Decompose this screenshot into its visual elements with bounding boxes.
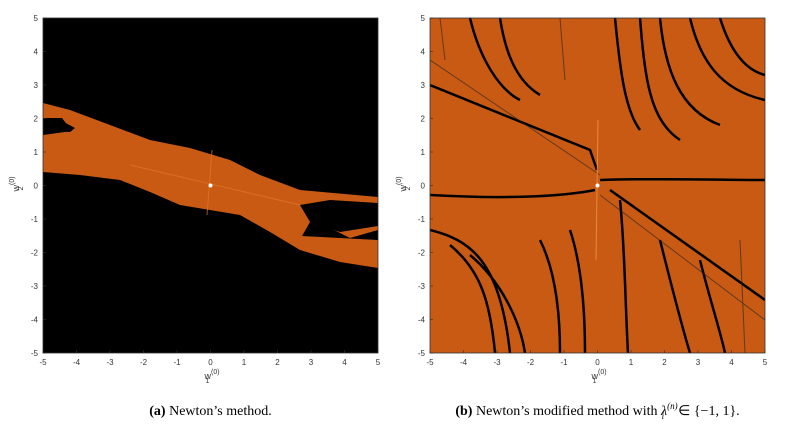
y-tick-label: -3 — [418, 282, 426, 291]
y-tick-label: -5 — [31, 349, 39, 358]
x-tick-label: 3 — [696, 358, 701, 367]
x-tick-label: 0 — [595, 358, 600, 367]
label-sub: 1 — [206, 378, 210, 385]
y-tick-label: 0 — [34, 182, 39, 191]
y-tick-label: 5 — [421, 14, 426, 23]
caption-symbol: λ — [660, 404, 667, 419]
x-tick-label: 1 — [242, 358, 247, 367]
label-sub: 2 — [18, 186, 25, 190]
x-axis-label: w(0) 1 — [591, 369, 607, 385]
x-tick-label: -2 — [527, 358, 535, 367]
y-tick-label: 4 — [421, 48, 426, 57]
label-sub: 1 — [593, 378, 597, 385]
y-tick-label: 3 — [421, 81, 426, 90]
x-tick-label: -3 — [106, 358, 114, 367]
y-axis-label: w(0)2 — [396, 176, 412, 192]
x-tick-label: -1 — [173, 358, 181, 367]
fractal-b — [430, 18, 765, 353]
caption-label: (a) — [149, 404, 166, 419]
x-tick-label: 2 — [275, 358, 280, 367]
x-tick-label: -2 — [140, 358, 148, 367]
x-tick-label: -3 — [493, 358, 501, 367]
x-tick-label: 5 — [763, 358, 768, 367]
caption: (b) Newton’s modified method with λ(n) i ∈… — [455, 401, 739, 421]
y-tick-label: 2 — [34, 115, 39, 124]
y-tick-label: -4 — [31, 316, 39, 325]
label-base: w — [11, 185, 21, 193]
x-tick-label: -5 — [39, 358, 47, 367]
y-tick-label: -5 — [418, 349, 426, 358]
x-tick-label: -1 — [560, 358, 568, 367]
y-tick-label: 4 — [34, 48, 39, 57]
label-sup: (0) — [598, 369, 607, 376]
y-tick-label: 0 — [421, 182, 426, 191]
label-base: w — [398, 185, 408, 193]
y-tick-label: -2 — [418, 249, 426, 258]
x-tick-label: 2 — [662, 358, 667, 367]
label-sup: (0) — [9, 176, 16, 185]
label-sup: (0) — [396, 176, 403, 185]
label-sup: (0) — [211, 369, 220, 376]
y-tick-label: -3 — [31, 282, 39, 291]
caption-tail: ∈ {−1, 1}. — [678, 404, 740, 419]
caption-sup: (n) — [667, 401, 678, 411]
y-tick-label: 1 — [421, 148, 426, 157]
x-tick-label: 4 — [342, 358, 347, 367]
caption-label: (b) — [455, 404, 472, 419]
caption-text: Newton’s method. — [169, 404, 272, 419]
y-tick-label: -1 — [31, 215, 39, 224]
label-base: w — [204, 371, 212, 381]
x-tick-label: 1 — [629, 358, 634, 367]
label-sub: 2 — [405, 186, 412, 190]
caption: (a) Newton’s method. — [149, 404, 271, 419]
y-tick-label: 3 — [34, 81, 39, 90]
x-tick-label: 3 — [309, 358, 314, 367]
y-tick-label: -4 — [418, 316, 426, 325]
y-tick-label: 2 — [421, 115, 426, 124]
y-axis-label: w(0)2 — [9, 176, 25, 192]
fractal-a — [43, 18, 378, 353]
x-axis-label: w(0) 1 — [204, 369, 220, 385]
y-tick-label: -2 — [31, 249, 39, 258]
x-tick-label: -4 — [73, 358, 81, 367]
y-tick-label: -1 — [418, 215, 426, 224]
x-tick-label: 5 — [376, 358, 381, 367]
caption-text: Newton’s modified method with — [476, 404, 658, 419]
y-tick-label: 5 — [34, 14, 39, 23]
x-tick-label: -5 — [426, 358, 434, 367]
caption-sub: i — [662, 411, 665, 421]
label-base: w — [591, 371, 599, 381]
x-tick-label: 4 — [729, 358, 734, 367]
x-tick-label: -4 — [460, 358, 468, 367]
x-tick-label: 0 — [208, 358, 213, 367]
y-tick-label: 1 — [34, 148, 39, 157]
